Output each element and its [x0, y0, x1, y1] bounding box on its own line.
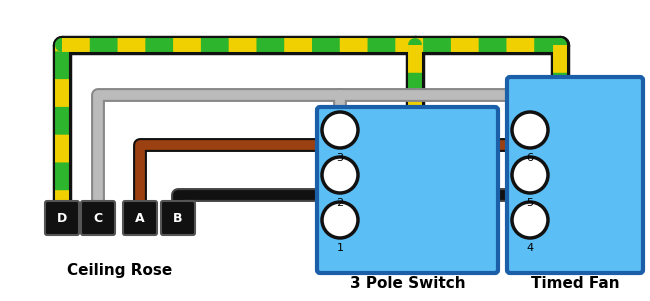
- Text: 1: 1: [337, 243, 343, 253]
- Text: 4: 4: [526, 243, 534, 253]
- Circle shape: [322, 202, 358, 238]
- Text: A: A: [135, 212, 145, 225]
- Text: C: C: [94, 212, 103, 225]
- Text: 3 Pole Switch: 3 Pole Switch: [350, 275, 466, 290]
- FancyBboxPatch shape: [45, 201, 79, 235]
- Circle shape: [322, 157, 358, 193]
- FancyBboxPatch shape: [161, 201, 195, 235]
- FancyBboxPatch shape: [81, 201, 115, 235]
- Text: 3: 3: [337, 153, 343, 163]
- Text: 2: 2: [337, 198, 344, 208]
- Text: B: B: [174, 212, 183, 225]
- Circle shape: [512, 112, 548, 148]
- Text: 6: 6: [526, 153, 534, 163]
- Circle shape: [512, 202, 548, 238]
- Circle shape: [322, 112, 358, 148]
- Text: D: D: [57, 212, 67, 225]
- Circle shape: [512, 157, 548, 193]
- Text: Ceiling Rose: Ceiling Rose: [68, 262, 173, 278]
- FancyBboxPatch shape: [507, 77, 643, 273]
- FancyBboxPatch shape: [317, 107, 498, 273]
- FancyBboxPatch shape: [123, 201, 157, 235]
- Text: 5: 5: [526, 198, 534, 208]
- Text: Timed Fan: Timed Fan: [530, 275, 619, 290]
